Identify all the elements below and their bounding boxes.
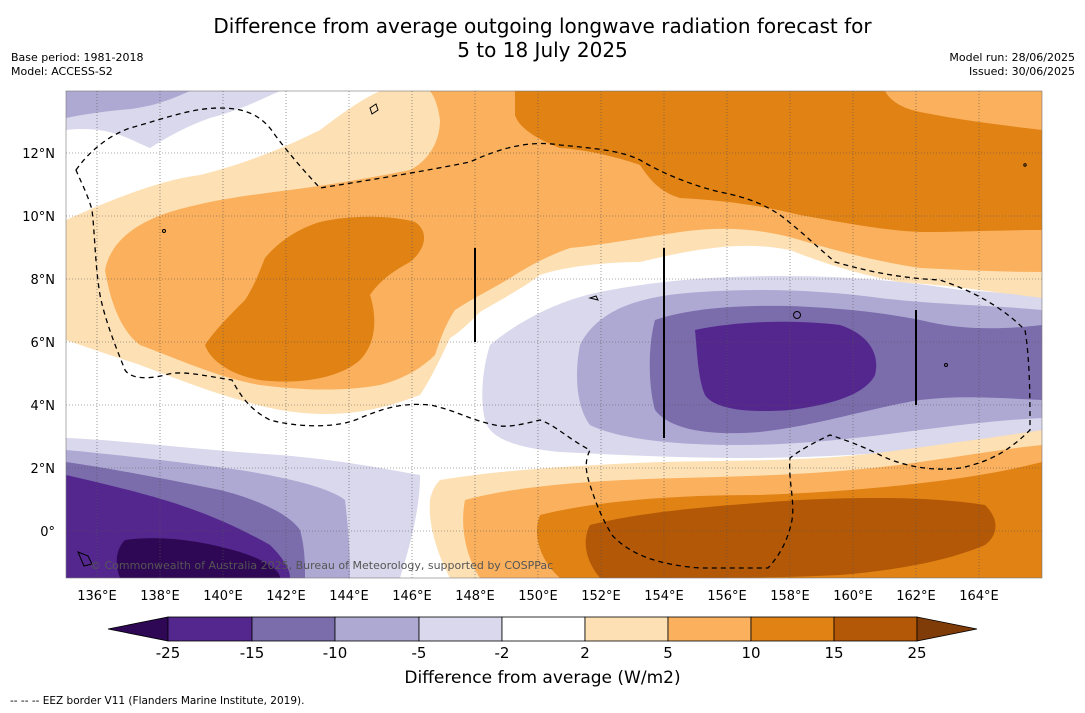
islands bbox=[77, 103, 1027, 567]
gridlines bbox=[66, 91, 1042, 578]
lat-label: 2°N bbox=[31, 462, 56, 477]
lat-label: 8°N bbox=[31, 273, 56, 288]
map-frame bbox=[65, 90, 1043, 579]
colorbar-bin bbox=[418, 616, 503, 642]
lon-label: 160°E bbox=[833, 589, 873, 604]
colorbar-bin bbox=[833, 616, 918, 642]
region-neg-max-sw bbox=[116, 538, 280, 578]
colorbar-extend-low bbox=[107, 616, 169, 642]
colorbar-bin bbox=[750, 616, 835, 642]
lon-label: 158°E bbox=[770, 589, 810, 604]
meta-right: Model run: 28/06/2025 Issued: 30/06/2025 bbox=[949, 51, 1075, 79]
lon-label: 140°E bbox=[203, 589, 243, 604]
lon-label: 138°E bbox=[140, 589, 180, 604]
lon-label: 146°E bbox=[392, 589, 432, 604]
credit-text: © Commonwealth of Australia 2025, Bureau… bbox=[90, 559, 554, 572]
lon-label: 156°E bbox=[707, 589, 747, 604]
colorbar-tick-label: -5 bbox=[411, 644, 427, 662]
colorbar-extend-high bbox=[916, 616, 978, 642]
model-run: Model run: 28/06/2025 bbox=[949, 51, 1075, 64]
base-period: Base period: 1981-2018 bbox=[11, 51, 144, 64]
colorbar-bin bbox=[501, 616, 586, 642]
region-neg-extreme-central bbox=[695, 321, 877, 412]
lat-label: 10°N bbox=[22, 210, 55, 225]
eez-border bbox=[75, 107, 1031, 569]
lon-label: 164°E bbox=[959, 589, 999, 604]
colorbar-bin bbox=[251, 616, 336, 642]
region-pos-strong-ne bbox=[515, 91, 1042, 232]
lat-label: 0° bbox=[40, 525, 55, 540]
colorbar-bin bbox=[334, 616, 420, 642]
colorbar-tick-label: -25 bbox=[155, 644, 181, 662]
chart-title: Difference from average outgoing longwav… bbox=[0, 14, 1085, 62]
colorbar-tick-label: 25 bbox=[907, 644, 927, 662]
colorbar-bin bbox=[584, 616, 669, 642]
lon-label: 150°E bbox=[518, 589, 558, 604]
model-name: Model: ACCESS-S2 bbox=[11, 65, 113, 78]
map-area bbox=[66, 91, 1042, 578]
issued-date: Issued: 30/06/2025 bbox=[968, 65, 1075, 78]
colorbar-tick-label: 10 bbox=[741, 644, 761, 662]
colorbar-tick-label: -10 bbox=[322, 644, 348, 662]
colorbar-ticks: -25 -15 -10 -5 -2 2 5 10 15 25 bbox=[0, 644, 1085, 664]
colorbar-title: Difference from average (W/m2) bbox=[404, 668, 681, 688]
lon-label: 144°E bbox=[329, 589, 369, 604]
colorbar-tick-label: -2 bbox=[494, 644, 510, 662]
colorbar-bin bbox=[667, 616, 752, 642]
region-pos-strong-west bbox=[205, 216, 425, 382]
lat-label: 6°N bbox=[31, 336, 56, 351]
colorbar-tick-label: 5 bbox=[663, 644, 673, 662]
lon-label: 152°E bbox=[581, 589, 621, 604]
meta-left: Base period: 1981-2018 Model: ACCESS-S2 bbox=[11, 51, 143, 79]
colorbar-tick-label: 15 bbox=[824, 644, 844, 662]
colorbar-tick-label: -15 bbox=[239, 644, 265, 662]
title-line-1: Difference from average outgoing longwav… bbox=[213, 14, 872, 38]
lon-label: 154°E bbox=[644, 589, 684, 604]
lon-label: 136°E bbox=[77, 589, 117, 604]
region-pos-max-south bbox=[585, 497, 996, 578]
title-line-2: 5 to 18 July 2025 bbox=[457, 38, 628, 62]
colorbar-tick-label: 2 bbox=[580, 644, 590, 662]
lon-label: 142°E bbox=[266, 589, 306, 604]
colorbar-bin bbox=[167, 616, 253, 642]
lon-label: 148°E bbox=[455, 589, 495, 604]
lat-label: 12°N bbox=[22, 147, 55, 162]
colorbar bbox=[107, 616, 978, 642]
lon-label: 162°E bbox=[896, 589, 936, 604]
lat-label: 4°N bbox=[31, 399, 56, 414]
footnote: -- -- -- EEZ border V11 (Flanders Marine… bbox=[10, 695, 305, 707]
